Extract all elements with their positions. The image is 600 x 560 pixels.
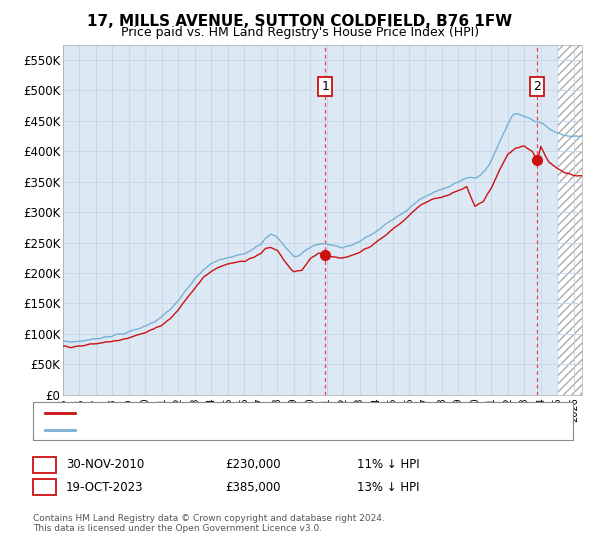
Text: £230,000: £230,000 bbox=[225, 458, 281, 472]
Text: 17, MILLS AVENUE, SUTTON COLDFIELD, B76 1FW (detached house): 17, MILLS AVENUE, SUTTON COLDFIELD, B76 … bbox=[81, 408, 454, 418]
Text: 13% ↓ HPI: 13% ↓ HPI bbox=[357, 480, 419, 494]
Text: 11% ↓ HPI: 11% ↓ HPI bbox=[357, 458, 419, 472]
Text: 2: 2 bbox=[533, 80, 541, 94]
Text: 1: 1 bbox=[40, 458, 49, 472]
Text: 17, MILLS AVENUE, SUTTON COLDFIELD, B76 1FW: 17, MILLS AVENUE, SUTTON COLDFIELD, B76 … bbox=[88, 14, 512, 29]
Text: Contains HM Land Registry data © Crown copyright and database right 2024.
This d: Contains HM Land Registry data © Crown c… bbox=[33, 514, 385, 534]
Text: 30-NOV-2010: 30-NOV-2010 bbox=[66, 458, 144, 472]
Text: 1: 1 bbox=[322, 80, 329, 94]
Text: 2: 2 bbox=[40, 480, 49, 494]
Bar bbox=[557, 45, 582, 395]
Text: £385,000: £385,000 bbox=[225, 480, 281, 494]
Text: 19-OCT-2023: 19-OCT-2023 bbox=[66, 480, 143, 494]
Text: HPI: Average price, detached house, Birmingham: HPI: Average price, detached house, Birm… bbox=[81, 424, 350, 435]
Text: Price paid vs. HM Land Registry's House Price Index (HPI): Price paid vs. HM Land Registry's House … bbox=[121, 26, 479, 39]
